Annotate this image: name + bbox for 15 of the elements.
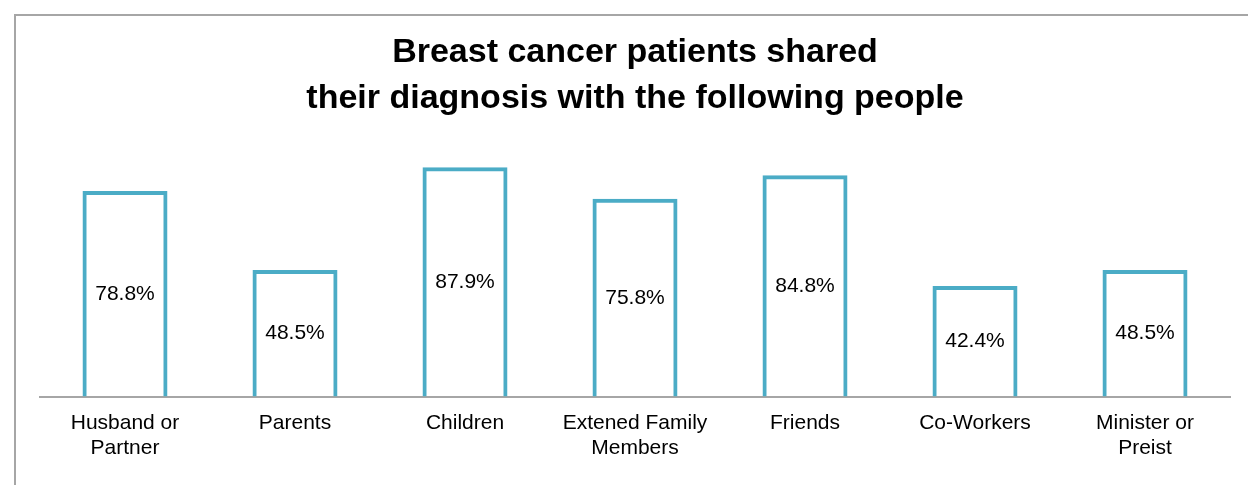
x-tick-label: Co-Workers [919, 410, 1031, 433]
data-label: 48.5% [1115, 320, 1175, 344]
chart-title: Breast cancer patients shared their diagnosis with the following people [306, 31, 964, 116]
data-label: 87.9% [435, 268, 495, 292]
x-tick-label: Parents [258, 410, 332, 433]
x-tick-label: Husband or Partner [70, 410, 180, 459]
data-label: 78.8% [95, 280, 155, 304]
x-tick-label: Extened Family Members [562, 410, 708, 459]
x-tick-label: Minister or Preist [1095, 410, 1195, 459]
data-label: 84.8% [775, 272, 835, 296]
data-label: 75.8% [605, 284, 665, 308]
data-label: 48.5% [265, 320, 325, 344]
data-label: 42.4% [945, 328, 1005, 352]
x-tick-label: Friends [769, 410, 841, 433]
x-tick-label: Children [425, 410, 505, 433]
